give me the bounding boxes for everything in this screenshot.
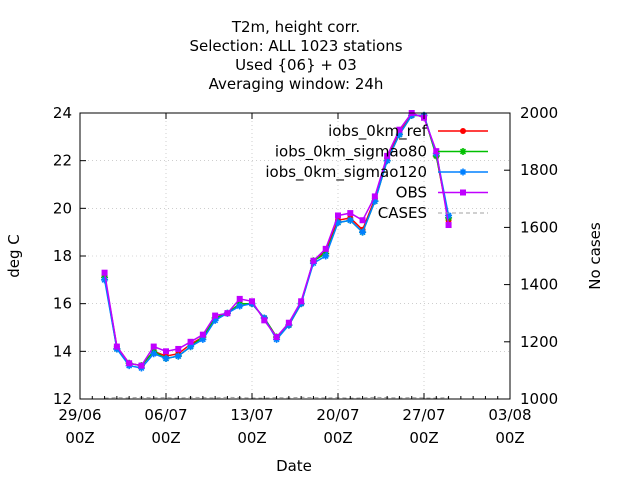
legend-label: iobs_0km_sigmao80: [275, 143, 427, 162]
data-point: [359, 228, 367, 236]
data-point: [261, 317, 268, 324]
title-line-3: Used {06} + 03: [235, 56, 357, 74]
y-tick-label: 20: [53, 199, 72, 217]
y2-tick-label: 2000: [520, 104, 558, 122]
data-point: [384, 152, 391, 159]
x-tick-label: 29/06: [58, 406, 101, 424]
data-point: [359, 217, 366, 224]
data-point: [273, 334, 280, 341]
legend-item: iobs_0km_sigmao120: [265, 163, 488, 182]
legend-marker: [459, 168, 467, 176]
data-point: [445, 211, 453, 219]
legend-marker: [459, 148, 467, 155]
data-point: [175, 345, 182, 352]
y2-tick-label: 1200: [520, 333, 558, 351]
x-tick-label-hour: 00Z: [151, 429, 180, 447]
data-point: [101, 269, 108, 276]
x-tick-label: 20/07: [316, 406, 359, 424]
data-point: [163, 348, 169, 355]
legend-item: iobs_0km_sigmao80: [275, 143, 488, 162]
legend-item: OBS: [396, 184, 488, 202]
x-axis-label: Date: [276, 457, 312, 475]
data-point: [236, 302, 244, 310]
legend-marker: [460, 128, 466, 134]
data-point: [335, 212, 341, 219]
y-tick-label: 24: [53, 104, 72, 122]
y-tick-label: 14: [53, 342, 72, 360]
data-point: [224, 310, 231, 317]
data-point: [174, 352, 182, 360]
x-tick-label-hour: 00Z: [323, 429, 352, 447]
legend-item: CASES: [378, 204, 488, 222]
x-tick-label: 27/07: [402, 406, 445, 424]
legend-marker: [460, 189, 466, 196]
data-point: [212, 312, 219, 319]
data-point: [113, 343, 120, 350]
y-tick-label: 18: [53, 247, 72, 265]
data-point: [211, 316, 219, 324]
data-point: [310, 257, 317, 264]
data-point: [371, 197, 379, 205]
y2-tick-label: 1800: [520, 161, 558, 179]
data-point: [395, 130, 403, 138]
data-point: [126, 360, 133, 367]
data-point: [347, 210, 354, 217]
legend: iobs_0km_ref iobs_0km_sigmao80iobs_0km_si…: [265, 122, 488, 222]
data-point: [433, 148, 440, 155]
data-point: [150, 350, 158, 358]
data-point: [396, 126, 403, 133]
x-tick-label-hour: 00Z: [65, 429, 94, 447]
title-line-1: T2m, height corr.: [231, 18, 360, 36]
data-point: [249, 298, 255, 305]
chart-title: T2m, height corr. Selection: ALL 1023 st…: [189, 18, 402, 93]
data-point: [199, 335, 207, 343]
y-axis-label: deg C: [5, 234, 23, 278]
data-point: [162, 354, 170, 362]
data-point: [101, 276, 109, 284]
y2-tick-label: 1600: [520, 218, 558, 236]
x-tick-label-hour: 00Z: [495, 429, 524, 447]
data-point: [187, 338, 194, 345]
data-point: [298, 298, 305, 305]
series-cases: [104, 396, 449, 399]
series-line: [104, 396, 449, 399]
data-point: [150, 343, 157, 350]
y2-tick-label: 1000: [520, 390, 558, 408]
title-line-4: Averaging window: 24h: [209, 75, 384, 93]
data-point: [383, 157, 391, 165]
data-point: [334, 219, 342, 227]
y-tick-label: 12: [53, 390, 72, 408]
legend-label: OBS: [396, 184, 427, 202]
data-point: [445, 222, 452, 229]
legend-label: CASES: [378, 204, 427, 222]
axes: 29/06 00Z 06/07 00Z 13/07 00Z 20/07 00Z 27/07 00Z…: [53, 104, 558, 447]
data-point: [322, 245, 329, 252]
x-tick-label: 06/07: [144, 406, 187, 424]
y-tick-label: 16: [53, 295, 72, 313]
data-point: [346, 216, 354, 224]
data-point: [285, 319, 292, 326]
legend-label: iobs_0km_sigmao120: [265, 163, 427, 182]
legend-label: iobs_0km_ref: [328, 122, 428, 141]
data-point: [322, 252, 330, 260]
x-tick-label-hour: 00Z: [409, 429, 438, 447]
data-point: [187, 343, 195, 351]
x-tick-label: 13/07: [230, 406, 273, 424]
data-point: [199, 331, 206, 338]
y2-axis-label: No cases: [586, 222, 604, 290]
data-point: [236, 295, 243, 302]
data-point: [138, 362, 145, 369]
legend-item: iobs_0km_ref: [328, 122, 488, 141]
y-tick-label: 22: [53, 152, 72, 170]
data-point: [371, 193, 378, 200]
title-line-2: Selection: ALL 1023 stations: [189, 37, 402, 55]
y2-tick-label: 1400: [520, 276, 558, 294]
x-tick-label: 03/08: [488, 406, 531, 424]
x-tick-label-hour: 00Z: [237, 429, 266, 447]
